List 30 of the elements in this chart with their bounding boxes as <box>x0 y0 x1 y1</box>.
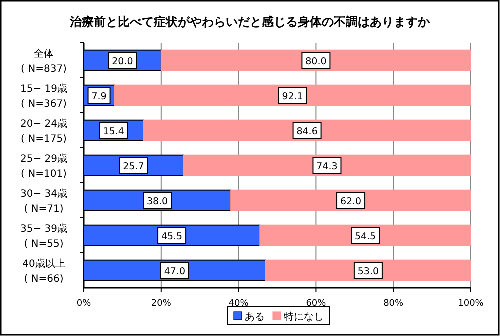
y-tick-label: 25− 29歳 ( N=101) <box>20 153 68 180</box>
y-tick-label: 30− 34歳 ( N=71) <box>20 188 68 215</box>
text: 45.5 <box>161 232 183 242</box>
text: 84.6 <box>296 126 318 138</box>
text: 7.9 <box>92 92 107 102</box>
text: 15.4 <box>103 126 124 138</box>
legend-label: 特になし <box>284 311 324 323</box>
text: 54.5 <box>354 232 376 242</box>
text: 25.7 <box>123 162 144 172</box>
text: 53.0 <box>358 266 380 278</box>
text: 38.0 <box>146 196 168 208</box>
y-tick-label: 35− 39歳 ( N=55) <box>20 223 68 250</box>
text: 80.0 <box>306 56 327 68</box>
x-tick-label: 20% <box>151 299 172 309</box>
text: 92.1 <box>282 92 304 102</box>
y-tick-label: 40歳以上 ( N=66) <box>22 258 66 285</box>
text: 20.0 <box>112 56 134 68</box>
x-tick-label: 80% <box>384 299 404 309</box>
chart-title: 治療前と比べて症状がやわらいだと感じる身体の不調はありますか <box>69 15 431 29</box>
y-tick-label: 20− 24歳 ( N=175) <box>20 118 68 145</box>
text: 74.3 <box>316 162 338 172</box>
y-tick-label: 全体 ( N=837) <box>21 48 68 75</box>
x-tick-label: 0% <box>76 299 92 309</box>
x-tick-label: 100% <box>458 299 484 309</box>
text: 62.0 <box>340 196 362 208</box>
legend-label: ある <box>245 312 265 323</box>
text: 47.0 <box>164 266 186 278</box>
x-tick-label: 60% <box>306 299 327 309</box>
x-tick-label: 40% <box>228 299 250 309</box>
y-tick-label: 15− 19歳 ( N=367) <box>20 83 68 110</box>
